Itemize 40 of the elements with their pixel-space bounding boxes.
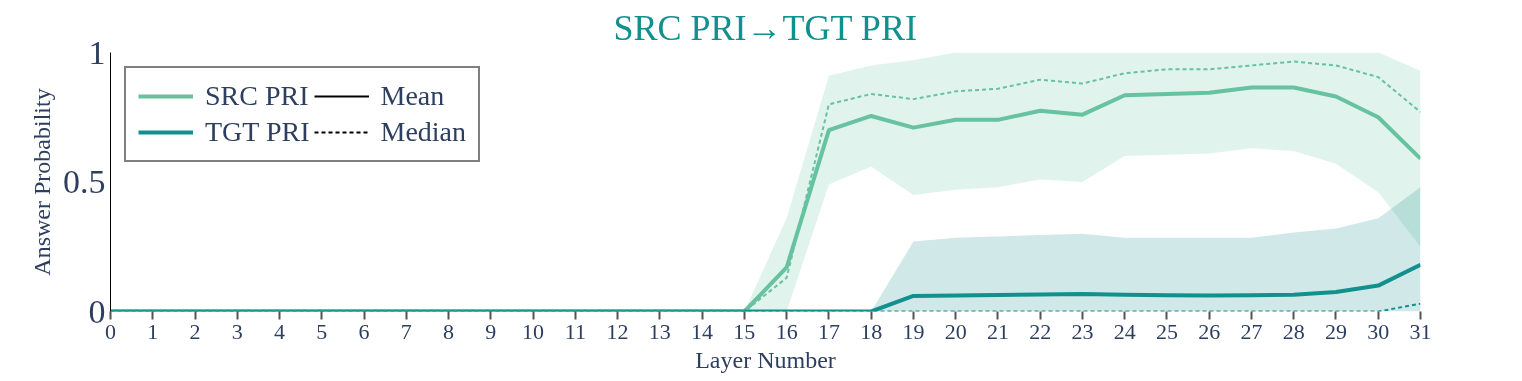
chart-title: SRC PRI→TGT PRI — [613, 7, 917, 48]
x-tick-label: 15 — [733, 318, 756, 344]
x-tick-label: 5 — [316, 318, 328, 344]
x-tick-label: 16 — [775, 318, 798, 344]
x-tick-label: 9 — [485, 318, 497, 344]
y-tick-label: 1 — [88, 33, 106, 71]
y-tick-label: 0.5 — [63, 163, 106, 200]
x-tick-label: 2 — [189, 318, 201, 344]
x-axis-title: Layer Number — [695, 346, 836, 373]
x-tick-label: 29 — [1324, 318, 1347, 344]
x-tick-label: 17 — [817, 318, 840, 344]
x-tick-label: 1 — [147, 318, 159, 344]
x-tick-label: 22 — [1029, 318, 1052, 344]
x-tick-label: 24 — [1113, 318, 1136, 344]
x-tick-label: 13 — [648, 318, 671, 344]
x-tick-label: 4 — [274, 318, 286, 344]
x-tick-label: 20 — [944, 318, 967, 344]
x-tick-label: 25 — [1155, 318, 1178, 344]
x-tick-label: 19 — [902, 318, 925, 344]
x-tick-label: 28 — [1282, 318, 1305, 344]
x-tick-label: 7 — [400, 318, 412, 344]
x-tick-label: 12 — [606, 318, 629, 344]
x-tick-label: 8 — [443, 318, 455, 344]
x-tick-label: 14 — [691, 318, 714, 344]
legend-label: TGT PRI — [205, 116, 310, 148]
x-tick-label: 11 — [564, 318, 586, 344]
x-tick-label: 27 — [1240, 318, 1263, 344]
x-tick-label: 23 — [1071, 318, 1094, 344]
x-tick-label: 6 — [358, 318, 370, 344]
x-tick-label: 3 — [231, 318, 243, 344]
annotation: Median — [380, 116, 467, 148]
annotation: Mean — [380, 80, 445, 112]
legend-label: SRC PRI — [205, 80, 309, 112]
x-tick-label: 30 — [1367, 318, 1390, 344]
x-tick-label: 31 — [1409, 318, 1432, 344]
x-tick-label: 18 — [860, 318, 883, 344]
y-axis-title: Answer Probability — [29, 88, 55, 276]
x-tick-label: 26 — [1198, 318, 1221, 344]
x-tick-label: 21 — [986, 318, 1009, 344]
x-tick-label: 10 — [522, 318, 545, 344]
